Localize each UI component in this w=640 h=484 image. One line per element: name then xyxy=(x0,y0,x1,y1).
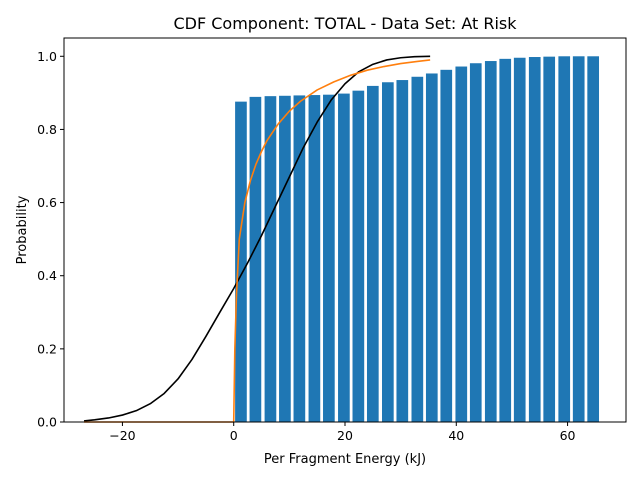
x-axis-label: Per Fragment Energy (kJ) xyxy=(264,452,426,467)
bar xyxy=(293,95,306,422)
bar xyxy=(558,56,571,423)
bar xyxy=(572,56,585,423)
bar xyxy=(440,69,453,423)
bar xyxy=(235,101,247,423)
bar xyxy=(484,61,497,422)
bar xyxy=(513,57,526,423)
y-axis-label: Probability xyxy=(15,195,30,264)
x-tick-label: 60 xyxy=(560,428,576,443)
lines-layer xyxy=(83,55,431,423)
bar xyxy=(425,73,438,422)
bar xyxy=(396,80,409,423)
y-tick-label: 1.0 xyxy=(37,49,57,64)
y-tick-label: 0.0 xyxy=(37,415,57,430)
x-tick-label: −20 xyxy=(109,428,135,443)
series-line-2 xyxy=(84,59,431,423)
bar xyxy=(382,82,394,422)
chart-title: CDF Component: TOTAL - Data Set: At Risk xyxy=(173,14,517,33)
bar xyxy=(352,90,365,423)
bar xyxy=(264,96,277,423)
x-axis-ticks: −20 0 20 40 60 xyxy=(109,422,576,443)
y-axis-ticks: 0.0 0.2 0.4 0.6 0.8 1.0 xyxy=(37,49,64,430)
bar xyxy=(323,94,335,422)
y-tick-label: 0.6 xyxy=(37,195,57,210)
bar xyxy=(279,95,291,422)
y-tick-label: 0.4 xyxy=(37,268,57,283)
x-tick-label: 0 xyxy=(230,428,238,443)
bar xyxy=(249,96,262,422)
x-tick-label: 40 xyxy=(448,428,464,443)
bar xyxy=(455,66,468,423)
bar xyxy=(528,57,541,422)
bar xyxy=(469,63,482,423)
x-tick-label: 20 xyxy=(337,428,353,443)
bar xyxy=(543,56,556,422)
y-tick-label: 0.2 xyxy=(37,341,57,356)
bar xyxy=(411,76,424,422)
bars-layer xyxy=(235,56,600,423)
bar xyxy=(587,56,600,423)
series-line-1 xyxy=(83,55,431,422)
bar xyxy=(499,58,512,423)
y-tick-label: 0.8 xyxy=(37,122,57,137)
bar xyxy=(308,95,321,423)
bar xyxy=(338,93,350,423)
bar xyxy=(366,85,379,422)
